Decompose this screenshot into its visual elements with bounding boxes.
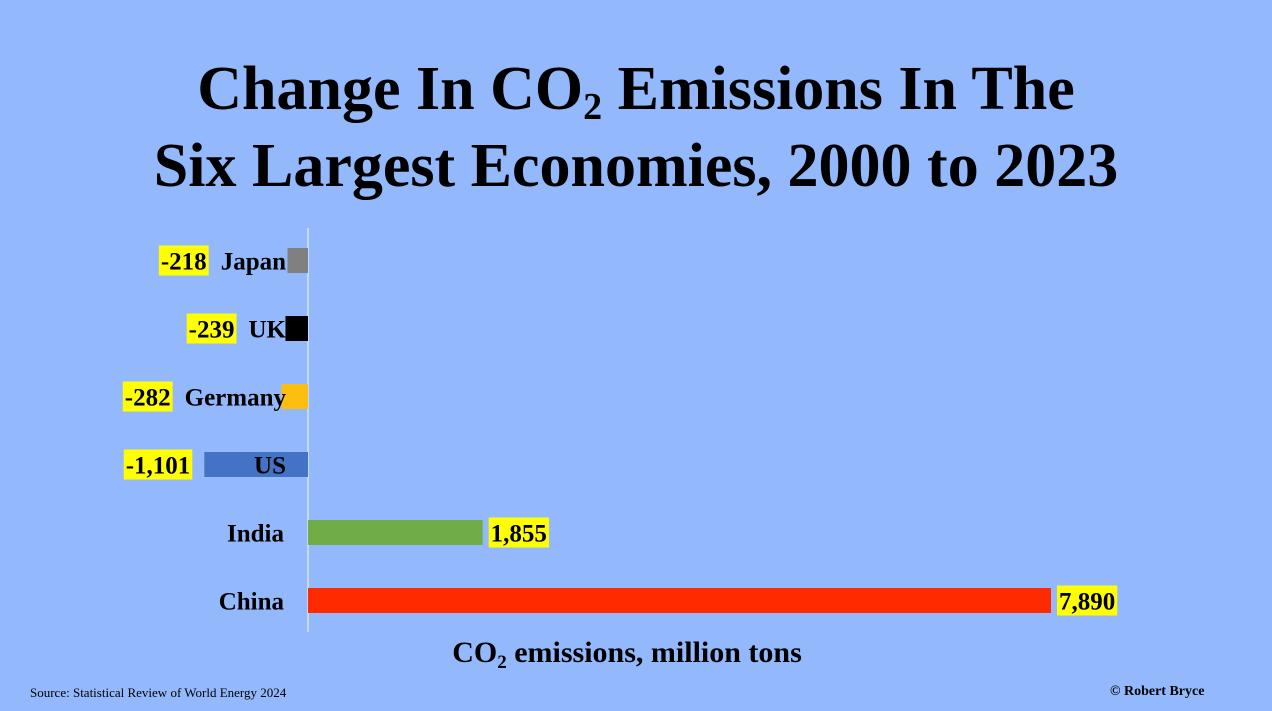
category-label-germany: Germany [185,385,287,412]
value-highlight-us [123,449,193,480]
value-highlight-uk [186,313,237,344]
title-pre: Change In CO [197,55,584,123]
category-label-us: US [254,453,286,480]
category-label-india: India [227,521,284,548]
bar-india [308,520,483,545]
bar-japan [287,248,308,273]
x-axis-label-subscript: 2 [497,652,507,673]
value-label-us: -1,101 [126,453,191,480]
value-highlight-japan [158,245,209,276]
value-label-japan: -218 [161,249,207,276]
value-highlight-india [488,517,549,548]
category-label-china: China [219,589,285,616]
category-label-uk: UK [249,317,287,344]
value-label-germany: -282 [125,385,171,412]
bar-germany [281,384,308,409]
bar-china [308,588,1051,613]
value-label-china: 7,890 [1059,589,1115,616]
category-label-japan: Japan [221,249,286,276]
copyright-credit: © Robert Bryce [1110,684,1205,699]
title-post: Emissions In The [602,55,1075,123]
bar-us [204,452,308,477]
source-note: Source: Statistical Review of World Ener… [30,685,287,700]
value-highlight-germany [122,381,173,412]
x-axis-label-pre: CO [452,636,498,669]
x-axis-label-post: emissions, million tons [506,636,802,669]
x-axis-label: CO2 emissions, million tons [0,636,1254,673]
chart-title-line-2: Six Largest Economies, 2000 to 2023 [153,132,1119,200]
value-label-uk: -239 [189,317,235,344]
chart-title-line-1: Change In CO2 Emissions In The [0,55,1272,126]
value-highlight-china [1057,585,1118,616]
title-subscript: 2 [583,86,603,128]
value-label-india: 1,855 [491,521,547,548]
bar-uk [285,316,308,341]
